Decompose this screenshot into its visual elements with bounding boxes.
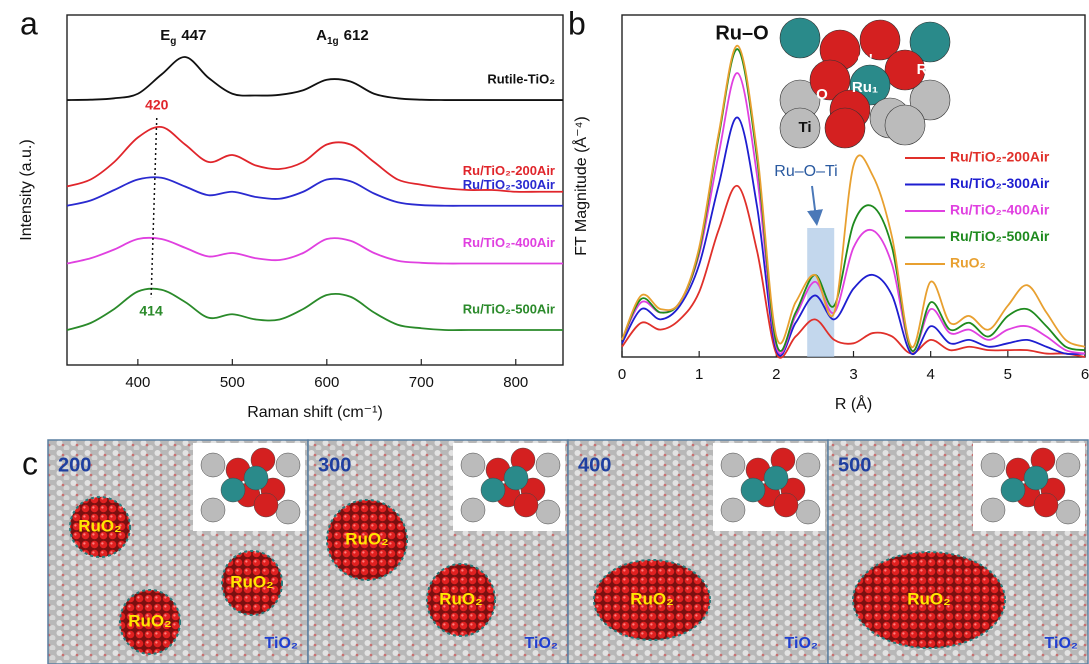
peak-value: 447 <box>181 27 206 44</box>
support-label: TiO₂ <box>265 635 298 652</box>
x-tick-label: 3 <box>849 366 857 383</box>
series-label: Ru/TiO₂-300Air <box>463 177 555 192</box>
atom-label: Ru₁ <box>852 79 878 96</box>
inset-atom <box>1034 493 1058 517</box>
support-label: TiO₂ <box>525 635 558 652</box>
x-tick-label: 2 <box>772 366 780 383</box>
y-axis-label: FT Magnitude (Å⁻⁴) <box>571 116 590 256</box>
series-label: Ru/TiO₂-200Air <box>463 163 555 178</box>
atom <box>825 108 865 148</box>
inset-atom <box>1001 478 1025 502</box>
peak-label: A1g 612 <box>316 27 369 47</box>
temperature-label: 400 <box>578 454 611 476</box>
annotation: Ru–O–Ti <box>774 163 837 180</box>
inset-atom <box>764 466 788 490</box>
peak-label: Eg 447 <box>160 27 206 47</box>
legend-label: Ru/TiO₂-400Air <box>950 202 1050 218</box>
support-label: TiO₂ <box>1045 635 1078 652</box>
series-label: Ru/TiO₂-400Air <box>463 235 555 250</box>
cluster-label: RuO₂ <box>907 589 950 608</box>
inset-atom <box>774 493 798 517</box>
inset-atom <box>244 466 268 490</box>
inset-atom <box>1056 500 1080 524</box>
x-tick-label: 5 <box>1004 366 1012 383</box>
x-tick-label: 4 <box>926 366 934 383</box>
inset-atom <box>504 466 528 490</box>
cluster-label: RuO₂ <box>78 516 121 535</box>
cluster-label: RuO₂ <box>630 589 673 608</box>
x-axis-label: Raman shift (cm⁻¹) <box>247 404 383 421</box>
inset-atom <box>721 453 745 477</box>
support-label: TiO₂ <box>785 635 818 652</box>
inset-atom <box>741 478 765 502</box>
peak-subscript: g <box>170 36 176 47</box>
panel-letter: b <box>568 5 586 41</box>
shift-label: 414 <box>139 303 163 319</box>
x-tick-label: 600 <box>314 374 339 391</box>
annotation-arrow <box>812 186 816 218</box>
inset-atom <box>201 453 225 477</box>
atom-label: O' <box>857 51 872 68</box>
atom-label: Ru₂ <box>917 61 944 78</box>
inset-atom <box>461 453 485 477</box>
atom <box>885 105 925 145</box>
figure: a b c 400 500 600 700 800 Raman shift (cm⁻¹) I… <box>0 0 1089 664</box>
atom-label: Ru <box>790 63 810 80</box>
temperature-label: 300 <box>318 454 351 476</box>
legend-label: RuO₂ <box>950 255 986 271</box>
inset-atom <box>721 498 745 522</box>
inset-atom <box>254 493 278 517</box>
highlight-band <box>807 228 834 357</box>
inset-atom <box>276 453 300 477</box>
x-tick-label: 800 <box>503 374 528 391</box>
panel-letter: a <box>20 5 38 41</box>
temperature-label: 500 <box>838 454 871 476</box>
cluster-label: RuO₂ <box>230 572 273 591</box>
x-axis-label: R (Å) <box>835 394 872 413</box>
x-tick-label: 500 <box>220 374 245 391</box>
shift-label: 420 <box>145 97 169 113</box>
panel-letter: c <box>22 445 38 481</box>
atom <box>780 18 820 58</box>
y-axis-label: Intensity (a.u.) <box>18 139 35 240</box>
inset-atom <box>796 453 820 477</box>
inset-atom <box>276 500 300 524</box>
inset-atom <box>536 500 560 524</box>
peak-name: E <box>160 27 170 44</box>
inset-atom <box>514 493 538 517</box>
peak-value: 612 <box>344 27 369 44</box>
annotation: Ru–O <box>715 22 768 44</box>
x-tick-label: 0 <box>618 366 626 383</box>
peak-name: A <box>316 27 327 44</box>
inset-atom <box>981 498 1005 522</box>
x-tick-label: 6 <box>1081 366 1089 383</box>
series-label: Ru/TiO₂-500Air <box>463 301 555 316</box>
cluster-label: RuO₂ <box>128 611 171 630</box>
inset-atom <box>221 478 245 502</box>
temperature-label: 200 <box>58 454 91 476</box>
atom-label: O <box>816 86 828 103</box>
shift-guide <box>151 118 157 298</box>
atom-label: Ti <box>798 119 811 136</box>
peak-subscript: 1g <box>327 36 339 47</box>
legend-label: Ru/TiO₂-200Air <box>950 149 1050 165</box>
inset-atom <box>461 498 485 522</box>
cluster-label: RuO₂ <box>345 529 388 548</box>
legend-label: Ru/TiO₂-300Air <box>950 175 1050 191</box>
inset-atom <box>481 478 505 502</box>
inset-atom <box>201 498 225 522</box>
inset-atom <box>1056 453 1080 477</box>
inset-atom <box>796 500 820 524</box>
legend-label: Ru/TiO₂-500Air <box>950 228 1050 244</box>
inset-atom <box>1024 466 1048 490</box>
series-label: Rutile-TiO₂ <box>487 71 555 86</box>
inset-atom <box>536 453 560 477</box>
x-tick-label: 400 <box>125 374 150 391</box>
x-tick-label: 1 <box>695 366 703 383</box>
x-tick-label: 700 <box>409 374 434 391</box>
inset-atom <box>981 453 1005 477</box>
cluster-label: RuO₂ <box>439 589 482 608</box>
